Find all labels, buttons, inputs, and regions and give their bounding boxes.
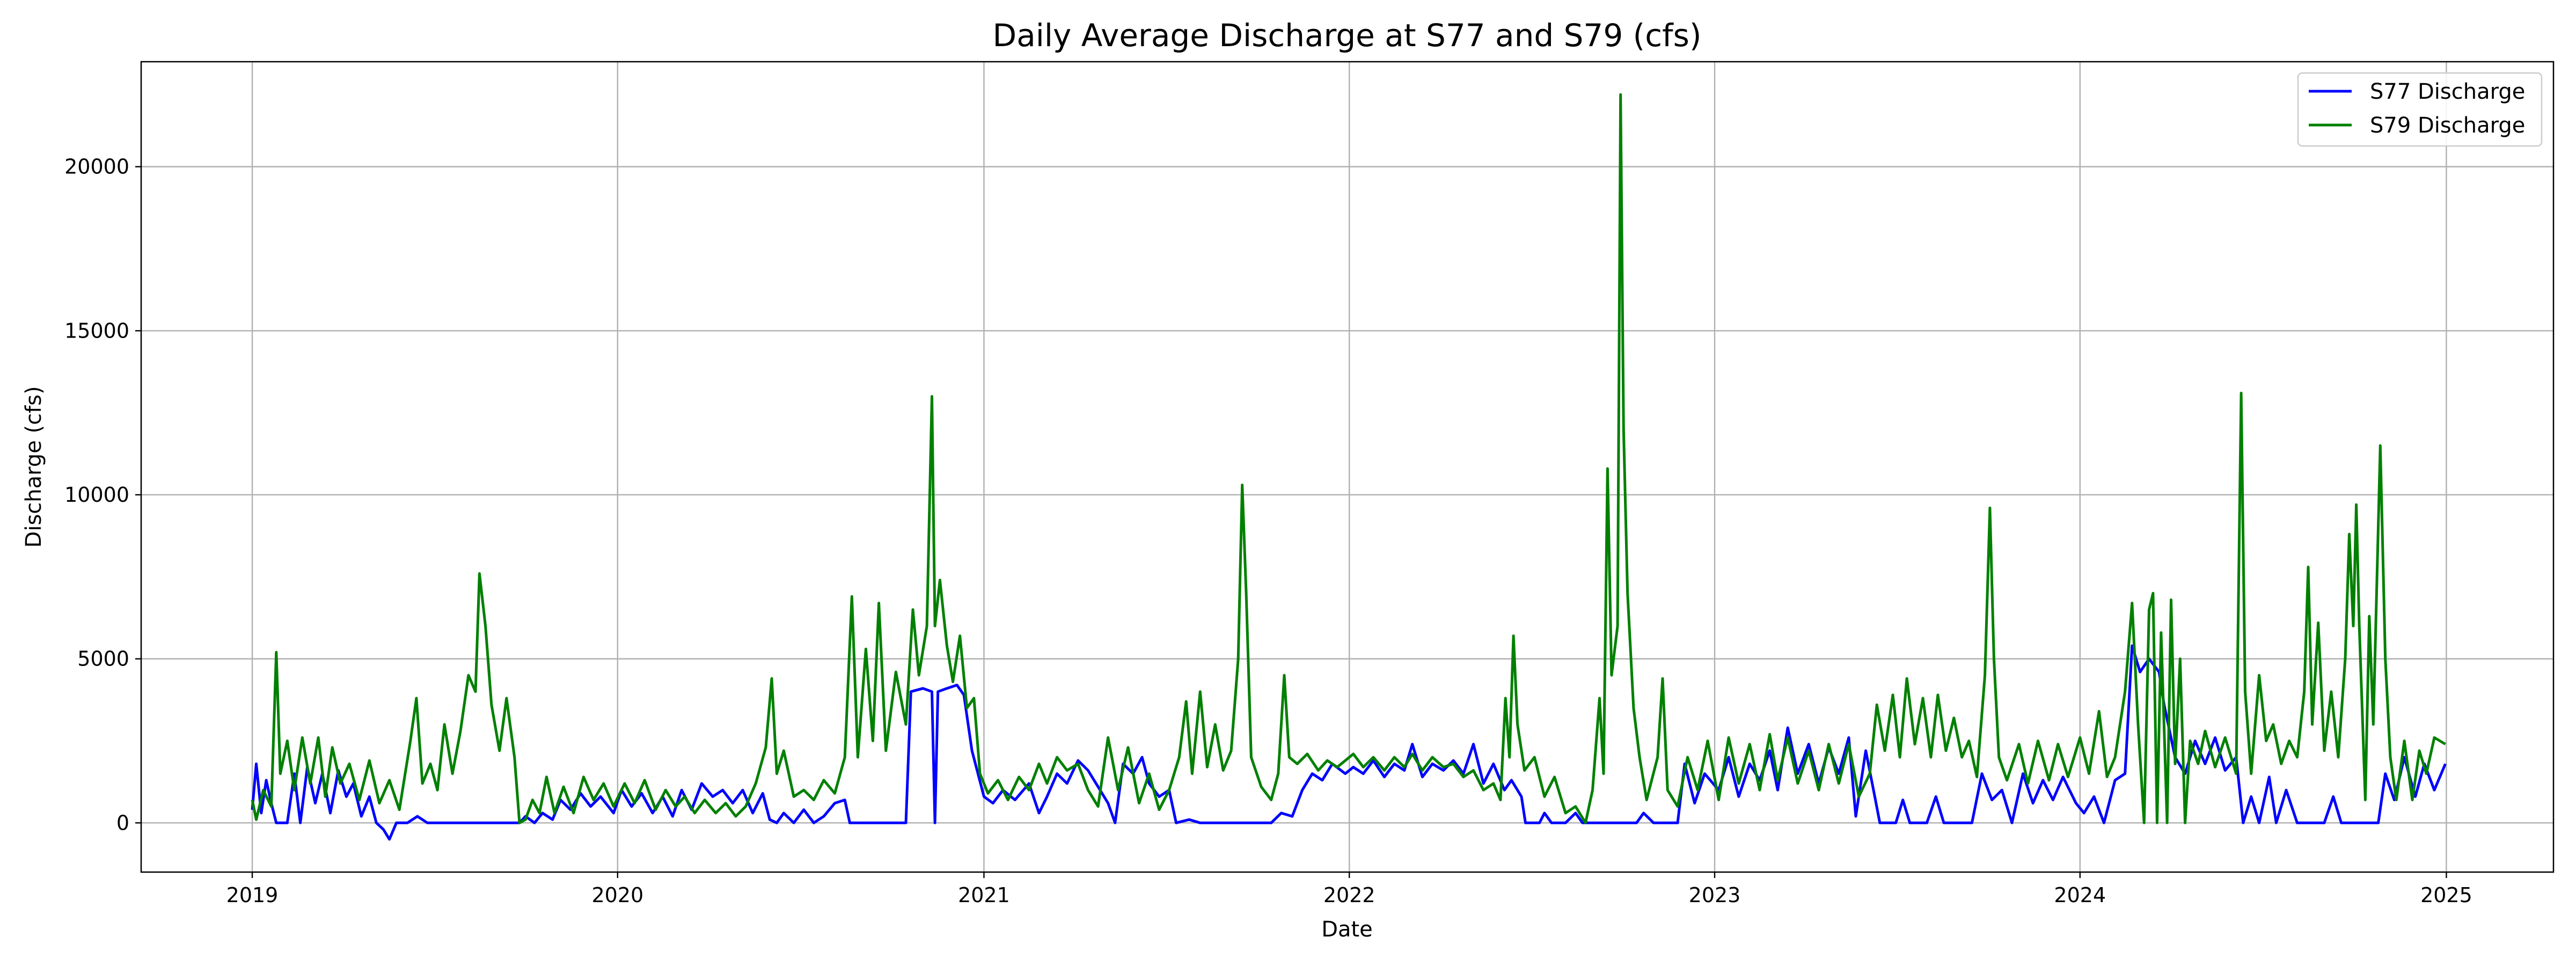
x-tick-label: 2020 [591,883,643,907]
axes: 2019 2020 2021 2022 2023 2024 2025 0 5000 10000 15… [64,155,2472,907]
y-axis-label: Discharge (cfs) [21,386,46,547]
grid [141,62,2553,872]
series-lines [251,93,2447,841]
x-tick-label: 2021 [958,883,1010,907]
legend-label-s79: S79 Discharge [2370,113,2525,138]
legend-box [2297,72,2543,147]
legend: S77 Discharge S79 Discharge [2297,72,2543,147]
y-tick-label: 15000 [64,319,129,342]
x-tick-label: 2023 [1689,883,1741,907]
legend-label-s77: S77 Discharge [2370,79,2525,104]
x-tick-label: 2025 [2420,883,2472,907]
x-tick-label: 2022 [1323,883,1375,907]
x-axis-label: Date [1321,917,1373,942]
y-tick-label: 10000 [64,483,129,507]
plot-area-frame [140,61,2555,873]
series-line-s79 [251,93,2446,824]
chart-title: Daily Average Discharge at S77 and S79 (… [993,17,1702,54]
y-tick-label: 5000 [77,647,129,671]
y-tick-label: 20000 [64,155,129,179]
x-tick-label: 2024 [2054,883,2106,907]
y-tick-label: 0 [116,811,129,835]
x-tick-label: 2019 [226,883,279,907]
